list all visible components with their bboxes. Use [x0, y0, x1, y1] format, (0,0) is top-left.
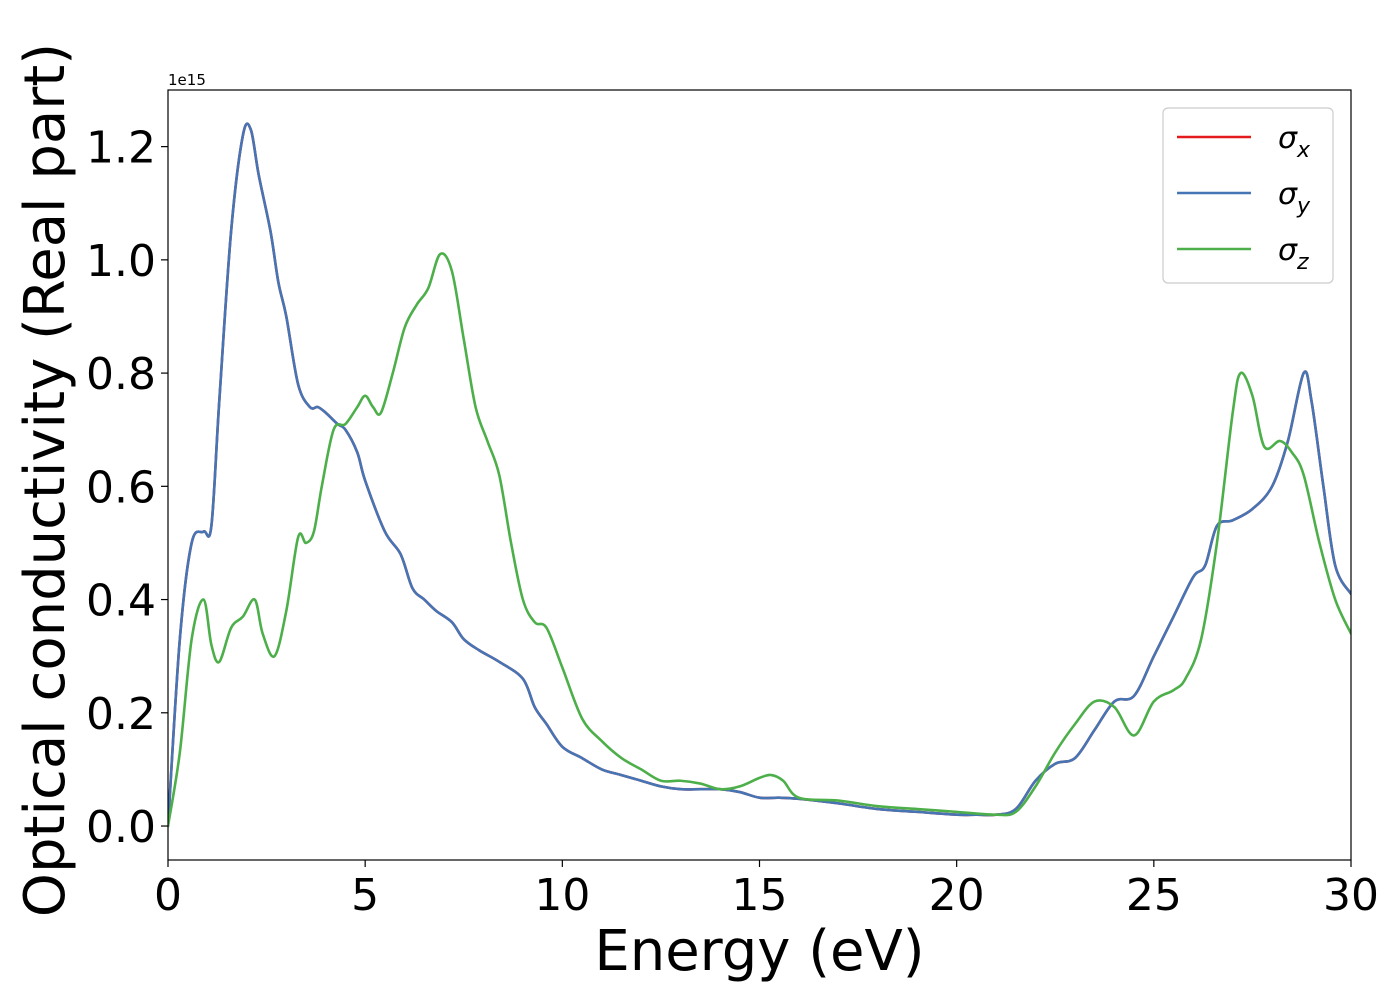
x-tick-label: 15 — [732, 870, 788, 921]
x-axis-label: Energy (eV) — [594, 919, 924, 984]
y-tick-label: 1.0 — [86, 236, 156, 287]
y-tick-label: 0.6 — [86, 462, 156, 513]
y-offset-text: 1e15 — [168, 71, 206, 89]
x-tick-label: 25 — [1126, 870, 1182, 921]
y-axis-label: Optical conductivity (Real part) — [13, 43, 78, 917]
y-tick-label: 0.2 — [86, 689, 156, 740]
x-tick-label: 5 — [351, 870, 379, 921]
x-tick-label: 30 — [1323, 870, 1379, 921]
x-tick-label: 20 — [929, 870, 985, 921]
y-tick-label: 0.4 — [86, 576, 156, 627]
y-tick-label: 1.2 — [86, 123, 156, 174]
x-tick-label: 0 — [154, 870, 182, 921]
legend-label-y: σy — [1278, 177, 1311, 219]
series-line-y — [168, 122, 1351, 828]
x-tick-label: 10 — [534, 870, 590, 921]
y-tick-label: 0.0 — [86, 802, 156, 853]
legend-label-x: σx — [1278, 121, 1311, 163]
series-line-z — [168, 252, 1351, 828]
legend-label-z: σz — [1278, 233, 1309, 275]
legend-box — [1162, 107, 1334, 284]
y-tick-label: 0.8 — [86, 349, 156, 400]
